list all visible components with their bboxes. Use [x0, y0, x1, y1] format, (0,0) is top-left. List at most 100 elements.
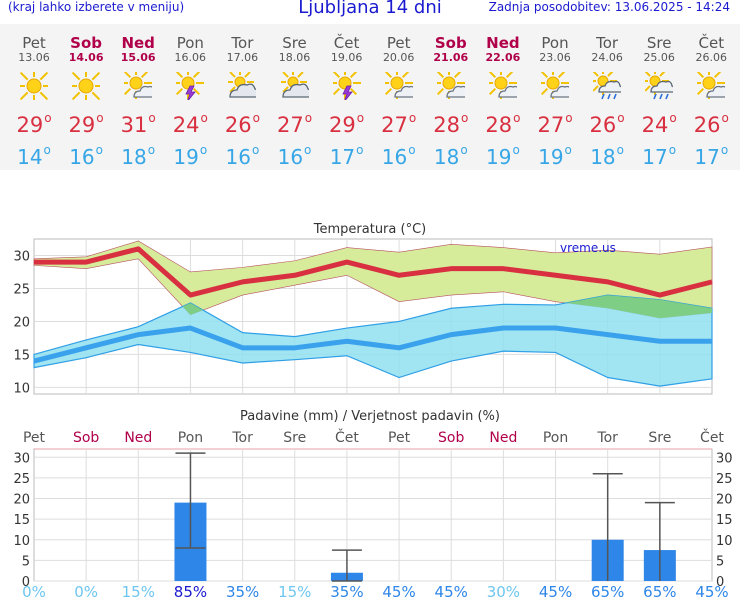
min-temperature-value: 17: [694, 145, 720, 169]
precipitation-day-label: Tor: [596, 430, 618, 446]
precipitation-probability-label: 65%: [591, 583, 624, 600]
max-temperature-point: [450, 268, 452, 270]
precipitation-day-label: Pet: [23, 430, 46, 446]
min-temperature: 17o: [694, 143, 729, 169]
precipitation-probability-label: 15%: [122, 583, 155, 600]
max-temperature-point: [346, 261, 348, 263]
day-date: 13.06: [18, 51, 50, 64]
cloudy-sun-icon: [280, 72, 309, 100]
min-temperature-point: [189, 327, 191, 329]
max-temperature: 27o: [276, 111, 313, 137]
min-temperature: 16o: [69, 143, 103, 169]
max-temperature-value: 26: [693, 113, 721, 137]
day-name: Tor: [596, 34, 619, 52]
min-temperature: 16o: [225, 143, 260, 169]
max-temperature-point: [555, 274, 557, 276]
min-temperature: 14o: [17, 143, 51, 169]
min-temperature-point: [555, 327, 557, 329]
min-temperature: 18o: [433, 143, 468, 169]
max-temperature-point: [294, 274, 296, 276]
max-temperature-point: [502, 268, 504, 270]
min-temperature: 16o: [277, 143, 312, 169]
day-name: Pon: [176, 34, 204, 52]
min-temperature-value: 17: [642, 145, 668, 169]
max-temperature: 31o: [120, 111, 156, 137]
day-name: Čet: [333, 34, 360, 52]
precipitation-day-label: Tor: [231, 430, 253, 446]
min-temperature: 19o: [173, 143, 208, 169]
min-temperature: 18o: [121, 143, 156, 169]
min-temperature-value: 18: [121, 145, 147, 169]
precipitation-probability-label: 0%: [22, 583, 46, 600]
precipitation-probability-label: 45%: [695, 583, 728, 600]
max-temperature: 29o: [329, 111, 365, 137]
precipitation-chart-title: Padavine (mm) / Verjetnost padavin (%): [240, 409, 500, 424]
max-temperature-value: 26: [224, 113, 252, 137]
partly-cloudy-icon: [488, 72, 517, 100]
min-temperature-point: [294, 347, 296, 349]
precipitation-y-tick-label-left: 0: [22, 575, 30, 590]
day-date: 23.06: [539, 51, 571, 64]
precipitation-y-tick-label-left: 30: [13, 451, 30, 466]
min-temperature-value: 16: [69, 145, 95, 169]
precipitation-y-tick-label-left: 25: [13, 472, 30, 487]
day-name: Sre: [646, 34, 672, 52]
max-temperature: 26o: [693, 111, 729, 137]
partly-cloudy-icon: [384, 72, 413, 100]
max-temperature-value: 26: [589, 113, 617, 137]
max-temperature: 27o: [537, 111, 573, 137]
max-temperature-point: [242, 281, 244, 283]
forecast-day: Čet 19.06 29o 17o: [321, 24, 373, 170]
location-menu-hint[interactable]: (kraj lahko izberete v meniju): [8, 0, 185, 14]
precipitation-y-tick-label-right: 30: [716, 451, 733, 466]
max-temperature-point: [398, 274, 400, 276]
temperature-y-tick-label: 30: [13, 249, 30, 264]
partly-cloudy-icon: [541, 72, 569, 100]
last-updated: Zadnja posodobitev: 13.06.2025 - 14:24: [488, 0, 730, 14]
max-temperature-value: 24: [172, 113, 200, 137]
precipitation-probability-label: 35%: [330, 583, 363, 600]
precipitation-y-tick-label-left: 15: [13, 513, 30, 528]
min-temperature-value: 16: [225, 145, 251, 169]
precipitation-probability-label: 0%: [74, 583, 98, 600]
precipitation-probability-label: 65%: [643, 583, 676, 600]
max-temperature-value: 29: [16, 113, 44, 137]
precipitation-probability-label: 35%: [226, 583, 259, 600]
min-temperature-point: [450, 334, 452, 336]
min-temperature-point: [607, 334, 609, 336]
min-temperature-value: 16: [381, 145, 408, 169]
min-temperature-point: [346, 340, 348, 342]
precipitation-probability-label: 45%: [435, 583, 468, 600]
max-temperature-point: [137, 248, 139, 250]
precipitation-day-label: Sre: [283, 430, 306, 446]
day-date: 18.06: [278, 51, 311, 64]
forecast-day: Tor 24.06 26o 18o: [581, 24, 633, 170]
min-temperature-value: 19: [173, 145, 199, 169]
day-name: Sob: [434, 34, 467, 52]
min-temperature-value: 17: [329, 145, 356, 169]
forecast-day: Pet 20.06 27o 16o: [373, 24, 425, 170]
temperature-y-tick-label: 10: [13, 381, 30, 396]
forecast-day: Sre 18.06 27o 16o: [269, 24, 321, 170]
max-temperature-value: 27: [537, 113, 565, 137]
precipitation-y-tick-label-right: 15: [716, 513, 733, 528]
day-date: 26.06: [695, 51, 728, 64]
day-date: 25.06: [643, 51, 675, 64]
day-name: Pet: [386, 34, 411, 52]
partly-cloudy-icon: [436, 72, 465, 100]
precipitation-probability-label: 15%: [278, 583, 311, 600]
min-temperature-value: 18: [433, 145, 460, 169]
precipitation-day-label: Čet: [335, 428, 359, 446]
rain-sun-icon: [645, 72, 674, 100]
precipitation-y-tick-label-right: 25: [716, 472, 733, 487]
min-temperature: 17o: [329, 143, 364, 169]
max-temperature-point: [659, 294, 661, 296]
min-temperature: 17o: [642, 143, 677, 169]
min-temperature-point: [85, 347, 87, 349]
day-name: Tor: [231, 34, 254, 52]
min-temperature-value: 19: [485, 145, 512, 169]
precipitation-probability-label: 45%: [539, 583, 572, 600]
precipitation-day-label: Pon: [543, 430, 568, 446]
precipitation-y-tick-label-right: 20: [716, 493, 733, 508]
